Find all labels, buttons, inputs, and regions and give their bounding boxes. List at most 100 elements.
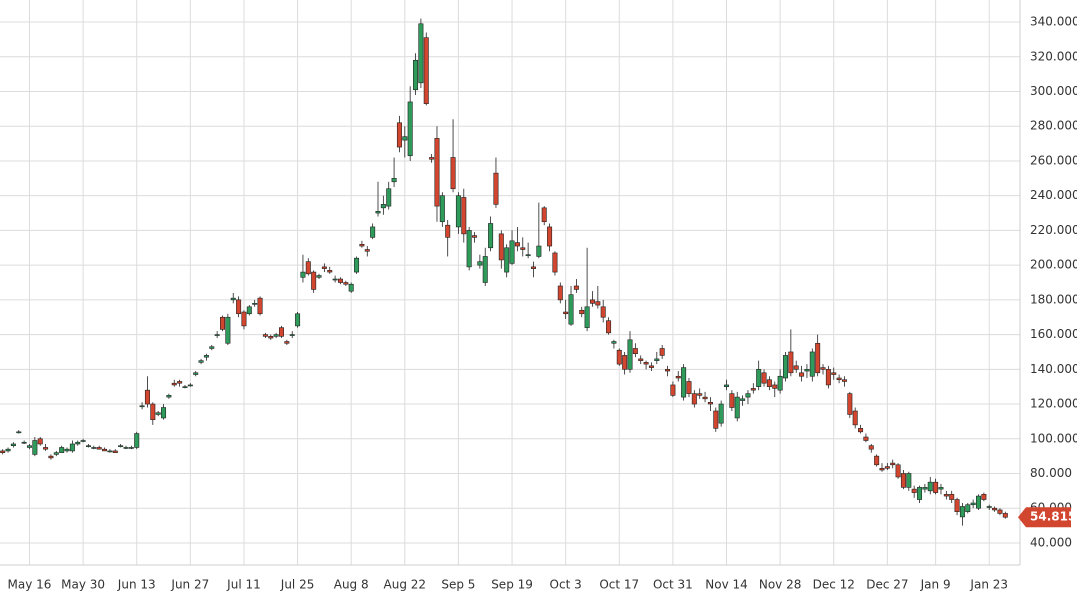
candle-body xyxy=(756,369,762,387)
candle-body xyxy=(1002,513,1008,518)
x-tick-label: Dec 12 xyxy=(813,578,855,592)
candle-body xyxy=(852,410,858,426)
candle-body xyxy=(80,440,86,442)
candle-body xyxy=(354,257,360,273)
candle-body xyxy=(868,445,874,450)
candle-body xyxy=(348,283,354,292)
x-tick-label: Oct 31 xyxy=(653,578,693,592)
x-tick-label: Oct 17 xyxy=(599,578,639,592)
y-tick-label: 320.000 xyxy=(1030,49,1077,63)
candle-body xyxy=(166,395,172,398)
candle-body xyxy=(632,348,638,354)
candle-body xyxy=(10,443,16,447)
candle-body xyxy=(530,266,536,269)
candle-body xyxy=(278,327,284,337)
candle-body xyxy=(53,452,59,455)
candle-body xyxy=(144,389,150,405)
x-tick-label: Aug 22 xyxy=(384,578,427,592)
candle-body xyxy=(788,351,794,374)
candle-body xyxy=(917,487,923,500)
candle-body xyxy=(380,204,386,209)
candle-body xyxy=(391,178,397,183)
candle-body xyxy=(606,320,612,334)
candle-body xyxy=(246,306,252,315)
candle-body xyxy=(933,481,939,493)
candle-body xyxy=(681,367,687,398)
x-tick-label: Jul 25 xyxy=(280,578,315,592)
candle-body xyxy=(241,311,247,327)
candle-body xyxy=(954,499,960,512)
candle-body xyxy=(782,355,788,379)
candle-body xyxy=(927,481,933,492)
candle-body xyxy=(5,448,11,452)
candle-body xyxy=(75,441,81,445)
candle-body xyxy=(976,495,982,509)
y-tick-label: 340.000 xyxy=(1030,15,1077,29)
candle-body xyxy=(203,355,209,358)
candle-body xyxy=(59,447,65,453)
candle-body xyxy=(96,447,102,450)
candle-body xyxy=(182,386,188,388)
y-tick-label: 180.000 xyxy=(1030,292,1077,306)
candle-body xyxy=(337,278,343,283)
candle-body xyxy=(568,294,574,325)
candle-body xyxy=(26,445,32,448)
candle-body xyxy=(332,278,338,281)
candle-body xyxy=(981,494,987,500)
candle-body xyxy=(268,336,274,339)
candle-body xyxy=(563,311,569,315)
last-price-label: 54.815 xyxy=(1030,510,1076,524)
candle-body xyxy=(831,372,837,375)
candle-body xyxy=(879,467,885,471)
candle-body xyxy=(498,233,504,261)
candle-body xyxy=(541,207,547,223)
x-tick-label: Jan 9 xyxy=(920,578,951,592)
candle-body xyxy=(525,254,531,257)
candle-body xyxy=(236,299,242,315)
candle-body xyxy=(724,384,730,387)
candle-body xyxy=(311,271,317,290)
candle-body xyxy=(429,157,435,160)
candle-body xyxy=(177,381,183,384)
candle-body xyxy=(841,379,847,382)
candle-body xyxy=(375,211,381,214)
x-tick-label: Nov 14 xyxy=(705,578,748,592)
y-tick-label: 40.000 xyxy=(1030,535,1072,549)
candle-body xyxy=(665,369,671,372)
candle-body xyxy=(702,396,708,400)
candle-body xyxy=(230,297,236,301)
y-tick-label: 140.000 xyxy=(1030,362,1077,376)
candle-body xyxy=(139,405,145,408)
candle-body xyxy=(209,346,215,349)
candle-body xyxy=(718,403,724,424)
candle-body xyxy=(799,372,805,377)
candle-body xyxy=(579,309,585,315)
candle-body xyxy=(273,334,279,337)
candle-body xyxy=(761,372,767,384)
candle-body xyxy=(552,252,558,273)
candle-body xyxy=(648,365,654,368)
candle-body xyxy=(900,473,906,488)
x-tick-label: Oct 3 xyxy=(550,578,582,592)
candle-body xyxy=(123,447,129,449)
y-tick-label: 300.000 xyxy=(1030,84,1077,98)
candle-body xyxy=(643,362,649,365)
y-tick-label: 220.000 xyxy=(1030,223,1077,237)
candle-body xyxy=(600,306,606,318)
candle-body xyxy=(874,455,880,466)
candle-body xyxy=(922,487,928,490)
y-tick-label: 80.000 xyxy=(1030,466,1072,480)
candle-body xyxy=(906,473,912,488)
candle-body xyxy=(434,138,440,207)
candle-body xyxy=(697,393,703,396)
candle-body xyxy=(16,431,22,434)
candle-body xyxy=(439,195,445,223)
x-tick-label: May 16 xyxy=(8,578,52,592)
candle-body xyxy=(509,240,515,264)
x-tick-label: Jul 11 xyxy=(226,578,261,592)
candle-body xyxy=(729,393,735,408)
candle-body xyxy=(825,369,831,386)
candle-body xyxy=(589,299,595,304)
y-tick-label: 120.000 xyxy=(1030,397,1077,411)
candle-body xyxy=(707,402,713,405)
